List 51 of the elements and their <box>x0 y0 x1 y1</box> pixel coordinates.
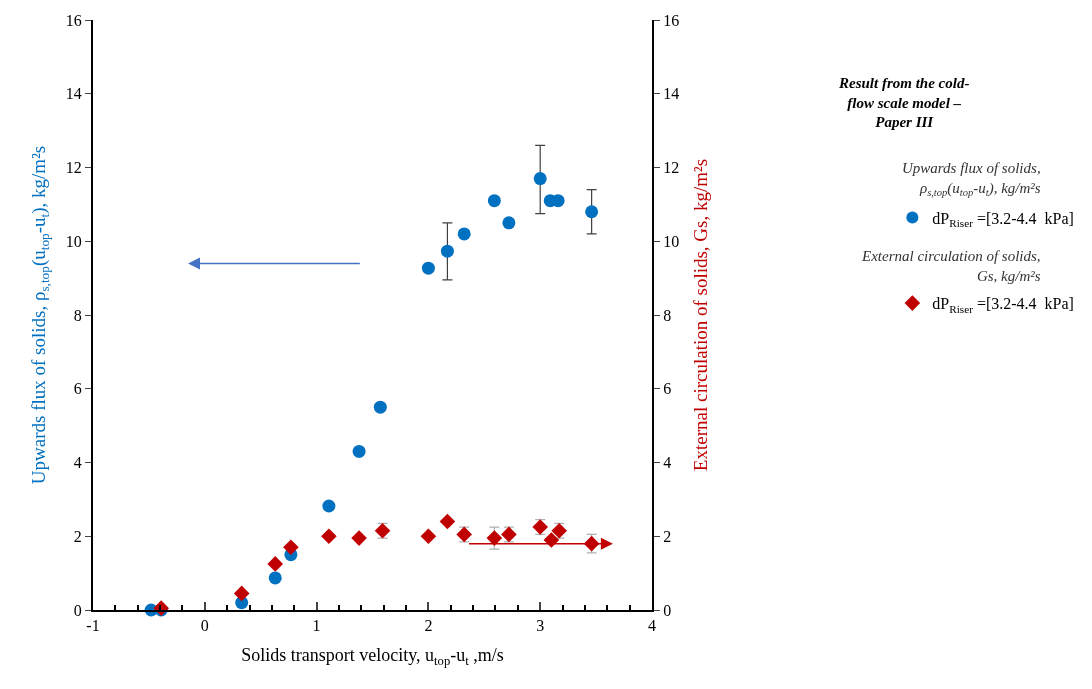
y2-tick-label: 0 <box>663 601 672 619</box>
x-tick-label: 2 <box>424 617 433 635</box>
legend-label: dP$_{Riser}$ =[3.2-4.4 kPa] <box>932 209 1074 230</box>
point <box>373 400 387 414</box>
point <box>457 227 471 241</box>
point <box>268 571 282 585</box>
legend-label: dP$_{Riser}$ =[3.2-4.4 kPa] <box>932 295 1074 315</box>
y2-tick-label: 8 <box>663 306 672 324</box>
point <box>267 556 284 572</box>
point <box>283 539 299 556</box>
point <box>487 194 501 208</box>
x-axis-title: Solids transport velocity, u$_{top}$-u$_{t}$ ,m/s <box>241 644 504 668</box>
point <box>533 172 547 186</box>
y2-tick-label: 10 <box>663 232 680 250</box>
y2-axis-title: External circulation of solids, Gs, kg/m²s <box>689 158 711 472</box>
point <box>233 585 250 602</box>
y2-tick-label: 12 <box>663 159 680 177</box>
y-tick-label: 4 <box>73 454 82 472</box>
point <box>322 499 336 513</box>
x-tick-label: 4 <box>648 617 656 635</box>
x-tick-label: 1 <box>312 617 321 635</box>
y-tick-label: 2 <box>73 527 82 545</box>
y-tick-label: 6 <box>73 380 82 398</box>
y-tick-label: 10 <box>65 232 82 250</box>
point <box>486 530 503 546</box>
text: Result from the cold-flow scale model – Paper III <box>838 75 970 130</box>
y-tick-label: 8 <box>73 306 82 324</box>
y2-tick-label: 16 <box>663 11 680 29</box>
y2-tick-label: 4 <box>663 454 672 472</box>
y2-tick-label: 6 <box>663 380 672 398</box>
point <box>502 216 516 230</box>
y-tick-label: 16 <box>65 11 82 29</box>
point <box>543 532 560 548</box>
point <box>352 444 366 458</box>
point <box>420 528 437 545</box>
text: External circulation of solids, Gs, kg/m²s <box>861 248 1041 284</box>
x-tick-label: 3 <box>536 617 545 635</box>
point <box>439 513 456 530</box>
y2-tick-label: 2 <box>663 527 672 545</box>
x-tick-label: -1 <box>86 617 100 635</box>
point <box>440 244 454 258</box>
text: Upwards flux of solids, ρ$_{s,top}$(u$_{top}$-u$_{t}$), kg/m²s <box>902 160 1041 198</box>
point <box>585 205 599 219</box>
y2-tick-label: 14 <box>663 85 680 103</box>
y-tick-label: 12 <box>65 159 82 177</box>
point <box>351 530 367 546</box>
y-tick-label: 0 <box>73 601 82 619</box>
point <box>421 261 435 275</box>
y-tick-label: 14 <box>65 85 82 103</box>
point <box>321 528 337 545</box>
x-tick-label: 0 <box>200 617 209 635</box>
